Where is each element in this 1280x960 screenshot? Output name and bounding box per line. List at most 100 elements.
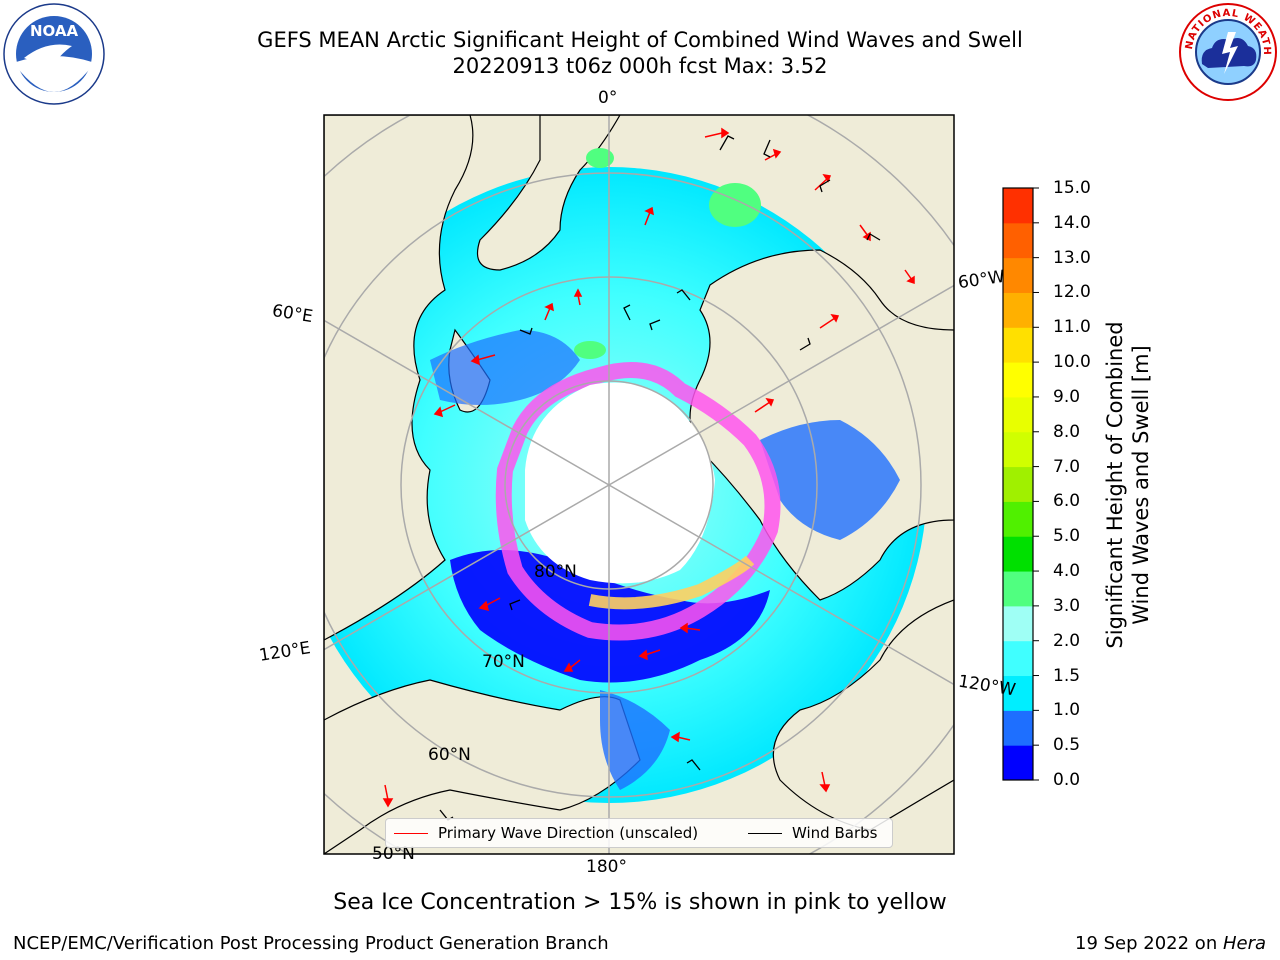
high-waves-barents	[574, 341, 606, 359]
footer-date: 19 Sep 2022 on Hera	[1075, 933, 1266, 954]
wave-arrow-head	[433, 406, 444, 418]
wind-barb	[686, 759, 701, 771]
colorbar-segment	[1003, 640, 1033, 677]
legend-label-barbs: Wind Barbs	[792, 824, 878, 842]
colorbar-tick-label: 5.0	[1053, 526, 1081, 547]
figure-title: GEFS MEAN Arctic Significant Height of C…	[257, 28, 1023, 52]
colorbar-segment	[1003, 605, 1033, 642]
legend-swatch-wave	[394, 832, 428, 834]
wind-barb	[509, 599, 521, 611]
wave-arrow-head	[906, 275, 915, 285]
wave-arrow	[819, 317, 836, 329]
colorbar-segment	[1003, 292, 1033, 328]
sea-ice-central	[525, 382, 715, 584]
nws-logo: NATIONAL WEATHER SERVICE	[1178, 2, 1277, 101]
legend-swatch-barbs	[748, 832, 782, 834]
footer-credit: NCEP/EMC/Verification Post Processing Pr…	[13, 933, 609, 954]
wave-arrow-head	[478, 600, 490, 612]
colorbar-tick-label: 6.0	[1053, 491, 1081, 512]
colorbar-tick-label: 8.0	[1053, 421, 1081, 442]
wave-arrow-head	[638, 649, 648, 661]
wave-arrow-head	[822, 173, 832, 183]
lat-label-70n: 70°N	[482, 652, 525, 672]
colorbar-tick-label: 13.0	[1053, 247, 1091, 268]
wave-arrow	[569, 659, 581, 669]
colorbar-tick-label: 9.0	[1053, 386, 1081, 407]
wave-arrow-head	[382, 798, 394, 808]
wave-arrow-head	[819, 784, 831, 793]
meridian-60w	[608, 284, 954, 486]
wind-barbs	[439, 135, 881, 821]
colorbar-tick-label: 10.0	[1053, 352, 1091, 373]
wave-arrow-head	[679, 622, 688, 634]
colorbar	[1003, 187, 1039, 781]
high-waves-greenland-sea	[709, 183, 761, 227]
wave-arrow-head	[470, 354, 480, 366]
wind-barb	[819, 179, 831, 193]
colorbar-segment	[1003, 675, 1033, 711]
colorbar-tick-label: 11.0	[1053, 317, 1091, 338]
wave-arrow-head	[573, 288, 583, 297]
map-frame	[323, 114, 955, 855]
wave-arrow	[384, 784, 389, 801]
graticule	[324, 115, 954, 854]
wave-arrow-head	[670, 731, 680, 743]
wind-barb	[623, 304, 631, 321]
colorbar-segment	[1003, 188, 1033, 224]
wave-arrow	[859, 224, 869, 237]
colorbar-frame	[1002, 187, 1034, 781]
colorbar-tick-label: 1.0	[1053, 700, 1081, 721]
colorbar-tick-label: 0.5	[1053, 735, 1081, 756]
colorbar-tick-label: 0.0	[1053, 770, 1081, 790]
low-waves-hudson	[760, 420, 900, 540]
meridian-60e	[324, 319, 610, 486]
wind-barb	[519, 327, 533, 335]
lat-label-50n: 50°N	[372, 844, 415, 864]
legend-label-wave: Primary Wave Direction (unscaled)	[438, 824, 699, 842]
wind-barb	[763, 139, 771, 158]
colorbar-segment	[1003, 571, 1033, 607]
colorbar-label: Significant Height of Combined Wind Wave…	[1102, 321, 1154, 648]
lat-label-80n: 80°N	[534, 562, 577, 582]
low-waves-bering	[600, 690, 670, 790]
colorbar-label-line2: Wind Waves and Swell [m]	[1129, 345, 1153, 625]
legend-entry-barbs: Wind Barbs	[748, 824, 877, 842]
map-panel	[324, 115, 954, 854]
noaa-logo-text: NOAA	[30, 22, 79, 40]
colorbar-segment	[1003, 362, 1033, 398]
wave-arrow-head	[765, 397, 775, 407]
lon-label-0: 0°	[598, 88, 618, 108]
wind-barb	[676, 289, 691, 301]
colorbar-segment	[1003, 710, 1033, 746]
colorbar-segment	[1003, 222, 1033, 259]
sea-ice-edge	[495, 362, 781, 641]
colorbar-tick-label: 14.0	[1053, 212, 1091, 233]
footer-host: Hera	[1222, 933, 1266, 954]
lon-label-180: 180°	[586, 857, 627, 877]
colorbar-segment	[1003, 431, 1033, 468]
map-legend: Primary Wave Direction (unscaled) Wind B…	[385, 818, 893, 848]
sea-ice-note: Sea Ice Concentration > 15% is shown in …	[333, 890, 947, 915]
wave-arrow	[704, 132, 723, 138]
colorbar-segment	[1003, 257, 1033, 293]
wave-arrow	[544, 307, 551, 321]
colorbar-segment	[1003, 466, 1033, 502]
footer-date-text: 19 Sep 2022 on	[1075, 933, 1223, 954]
land-eurasia-west	[324, 115, 474, 641]
wave-arrow-head	[721, 127, 730, 139]
wave-arrow	[754, 401, 771, 413]
colorbar-tick-label: 12.0	[1053, 282, 1091, 303]
figure-subtitle-run: 20220913 t06z 000h fcst Max: 3.52	[452, 54, 828, 78]
wave-arrow-head	[544, 302, 554, 312]
colorbar-tick-label: 15.0	[1053, 178, 1091, 198]
colorbar-segment	[1003, 536, 1033, 572]
wave-arrow	[821, 771, 826, 787]
wave-arrow	[476, 354, 496, 361]
wave-arrow	[644, 211, 651, 226]
meridian-120w	[608, 484, 954, 686]
wave-arrow	[484, 597, 501, 607]
wave-arrow-head	[644, 206, 654, 216]
wave-arrow	[644, 649, 661, 656]
wave-arrow-head	[563, 662, 574, 672]
